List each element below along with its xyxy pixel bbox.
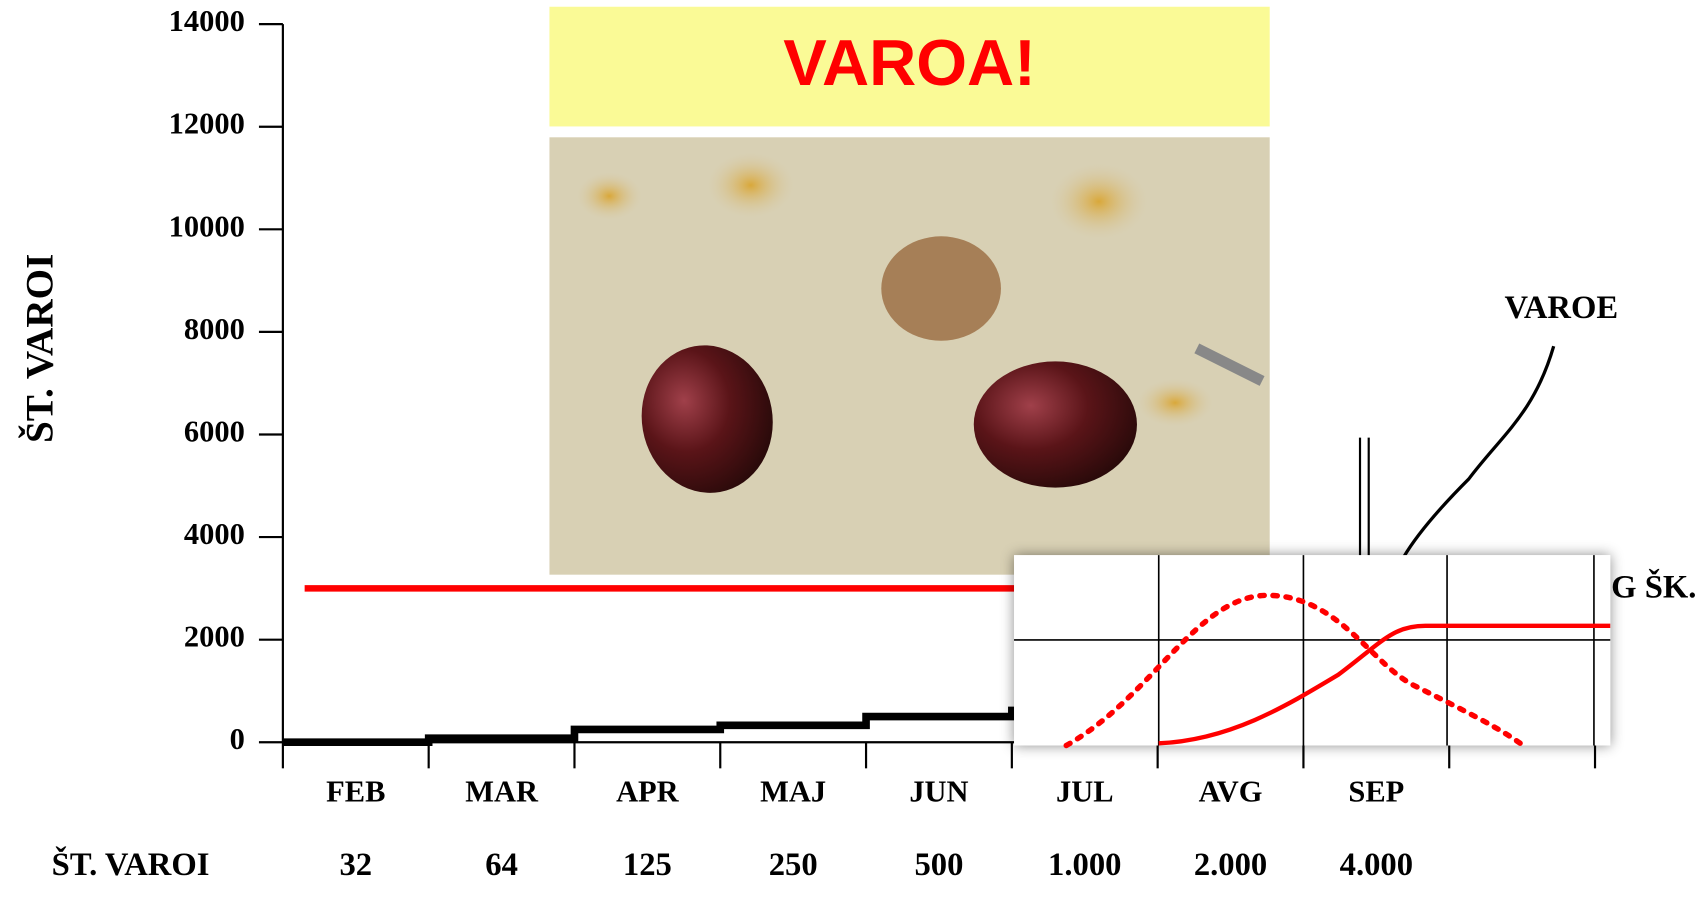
x-tick-label: SEP: [1348, 774, 1404, 808]
count-line: [282, 706, 1158, 747]
y-tick-label: 4000: [184, 517, 245, 551]
y-tick-label: 12000: [169, 107, 245, 141]
x-tick-label: FEB: [326, 774, 385, 808]
annotation: G ŠK.: [1611, 567, 1696, 605]
y-tick-label: 10000: [169, 209, 245, 243]
count-label: 500: [914, 847, 963, 883]
photo: [549, 137, 1270, 575]
y-axis-title: ŠT. VAROI: [17, 254, 62, 443]
y-tick-label: 0: [230, 722, 245, 756]
x-tick-label: APR: [616, 774, 680, 808]
count-label: 125: [623, 847, 672, 883]
title-box: [549, 6, 1270, 127]
x-tick-label: MAJ: [760, 774, 826, 808]
row-label: ŠT. VAROI: [52, 845, 210, 883]
chart-title: VAROA!: [783, 26, 1036, 99]
y-tick-label: 6000: [184, 414, 245, 448]
plot-area: 0 2000 4000 6000 8000 10000 12000 14000 FEB MAR AP…: [169, 4, 1597, 883]
inset: [1014, 555, 1611, 749]
annotation-arrow: [1402, 345, 1556, 559]
y-tick-label: 8000: [184, 312, 245, 346]
count-label: 32: [339, 847, 372, 883]
count-label: 250: [769, 847, 818, 883]
x-tick-label: JUN: [909, 774, 968, 808]
annotation: VAROE: [1504, 290, 1618, 326]
count-label: 64: [485, 847, 518, 883]
count-label: 4.000: [1340, 847, 1413, 883]
x-tick-label: AVG: [1199, 774, 1263, 808]
count-label: 2.000: [1194, 847, 1267, 883]
x-tick-label: MAR: [465, 774, 539, 808]
x-tick-label: JUL: [1056, 774, 1114, 808]
count-label: 1.000: [1048, 847, 1121, 883]
y-tick-label: 2000: [184, 620, 245, 654]
y-tick-label: 14000: [169, 4, 245, 38]
